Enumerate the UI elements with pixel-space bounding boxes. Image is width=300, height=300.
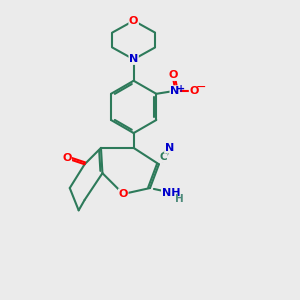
Text: O: O bbox=[62, 153, 71, 163]
Text: O: O bbox=[118, 189, 128, 199]
Text: N: N bbox=[170, 86, 179, 96]
Text: O: O bbox=[169, 70, 178, 80]
Text: N: N bbox=[165, 143, 174, 153]
Text: O: O bbox=[129, 16, 138, 26]
Text: H: H bbox=[175, 194, 184, 204]
Text: +: + bbox=[177, 84, 185, 94]
Text: −: − bbox=[195, 81, 206, 94]
Text: O: O bbox=[189, 86, 199, 96]
Text: NH: NH bbox=[162, 188, 180, 197]
Text: C: C bbox=[160, 152, 167, 162]
Text: N: N bbox=[129, 54, 138, 64]
